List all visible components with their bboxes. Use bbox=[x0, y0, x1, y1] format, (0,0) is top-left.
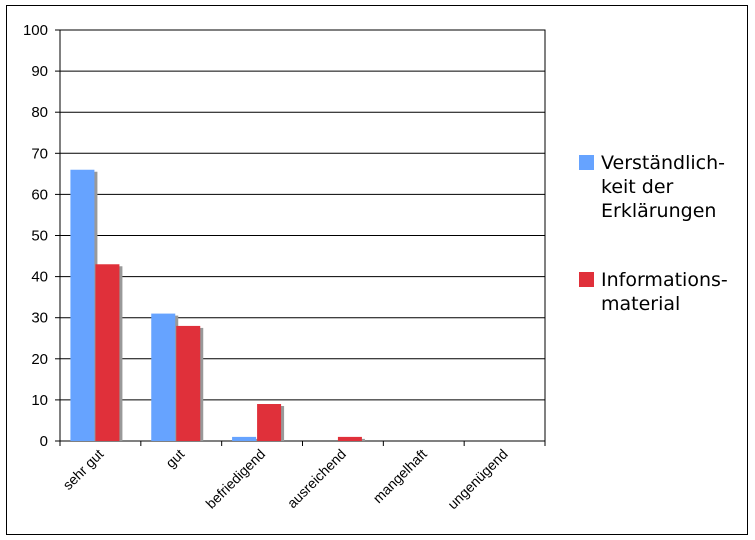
bar-verstaendlichkeit-2 bbox=[232, 436, 257, 441]
x-tick-label: gut bbox=[162, 446, 187, 471]
y-tick-label: 30 bbox=[31, 310, 48, 327]
y-tick-label: 100 bbox=[23, 22, 48, 39]
x-tick-label: ausreichend bbox=[284, 446, 349, 511]
x-tick-label: sehr gut bbox=[59, 446, 106, 493]
legend-label: Informations- bbox=[601, 269, 728, 291]
y-tick-label: 10 bbox=[31, 392, 48, 409]
x-tick-label: mangelhaft bbox=[370, 446, 430, 506]
y-tick-label: 20 bbox=[31, 351, 48, 368]
y-tick-label: 0 bbox=[40, 433, 48, 450]
y-tick-label: 60 bbox=[31, 186, 48, 203]
y-tick-label: 80 bbox=[31, 104, 48, 121]
y-tick-label: 40 bbox=[31, 269, 48, 286]
y-tick-label: 90 bbox=[31, 63, 48, 80]
bar-verstaendlichkeit-1 bbox=[151, 313, 176, 441]
bar-informationsmaterial-2 bbox=[257, 404, 282, 441]
legend-swatch-0 bbox=[579, 155, 594, 170]
x-tick-label: befriedigend bbox=[202, 446, 268, 512]
bar-verstaendlichkeit-0 bbox=[70, 169, 95, 442]
legend-label: keit der bbox=[601, 176, 674, 198]
legend-label: material bbox=[601, 293, 680, 315]
legend-swatch-1 bbox=[579, 272, 594, 287]
bar-informationsmaterial-3 bbox=[337, 436, 362, 441]
legend-label: Erklärungen bbox=[601, 200, 716, 222]
x-tick-label: ungenügend bbox=[444, 446, 510, 512]
y-tick-label: 70 bbox=[31, 145, 48, 162]
y-tick-label: 50 bbox=[31, 228, 48, 245]
legend-label: Verständlich- bbox=[601, 152, 725, 174]
bar-informationsmaterial-0 bbox=[95, 264, 120, 441]
chart-frame bbox=[6, 5, 748, 535]
bar-informationsmaterial-1 bbox=[176, 325, 201, 441]
